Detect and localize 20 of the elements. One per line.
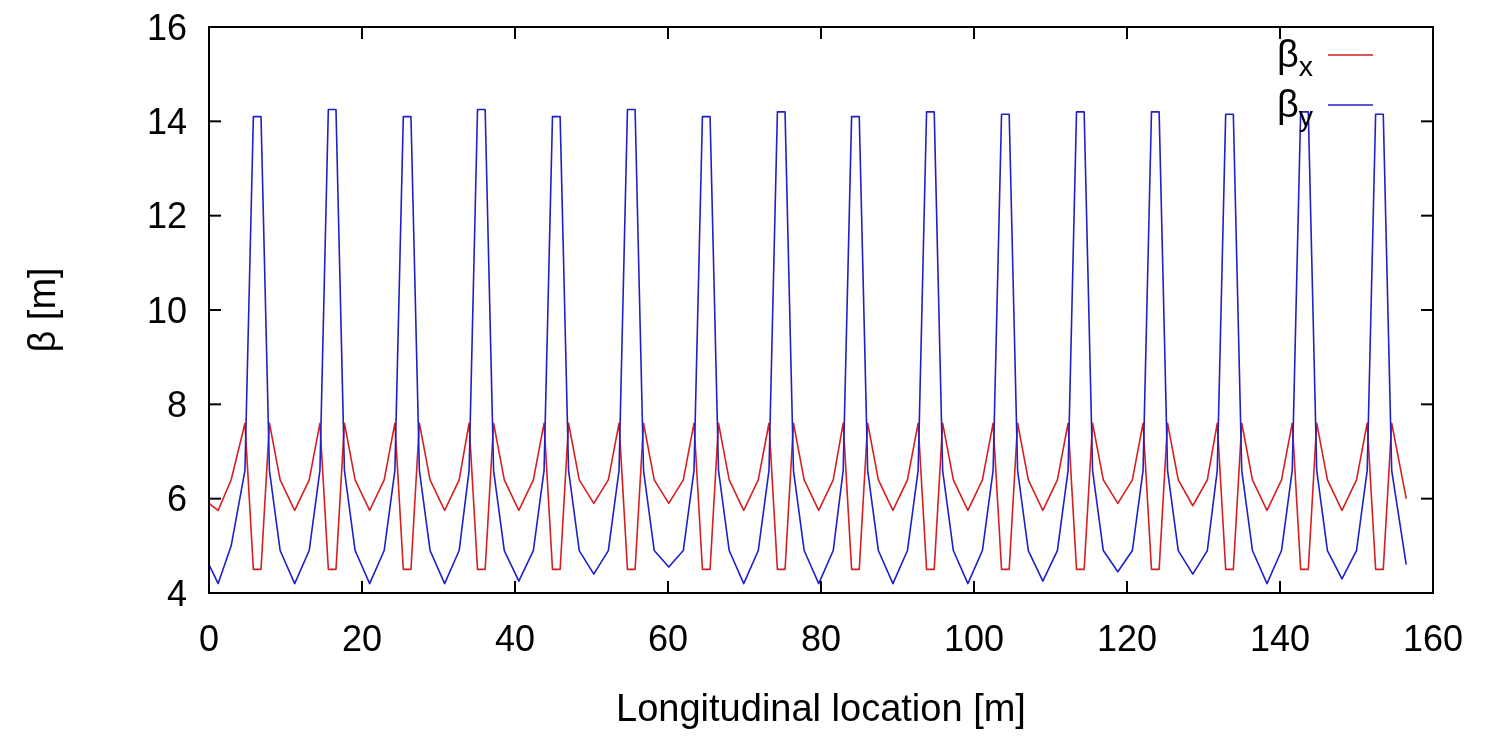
y-tick-label: 4 <box>166 572 187 614</box>
y-tick-label: 8 <box>166 383 187 425</box>
y-tick-label: 12 <box>146 195 187 237</box>
x-tick-label: 120 <box>1096 618 1158 659</box>
x-tick-label: 20 <box>341 618 383 659</box>
y-axis-title: β [m] <box>21 267 63 353</box>
x-tick-label: 100 <box>943 618 1005 659</box>
y-tick-label: 14 <box>146 100 187 142</box>
line-series <box>209 422 1408 571</box>
x-tick-label: 40 <box>494 618 536 659</box>
y-tick-label: 16 <box>146 6 187 48</box>
y-tick-label: 6 <box>166 478 187 520</box>
x-tick-label: 80 <box>800 618 842 659</box>
x-tick-label: 0 <box>198 618 220 659</box>
x-axis-title: Longitudinal location [m] <box>616 687 1026 729</box>
x-tick-label: 60 <box>647 618 689 659</box>
x-tick-label: 140 <box>1249 618 1311 659</box>
y-tick-label: 10 <box>146 289 187 331</box>
x-tick-label: 160 <box>1402 618 1464 659</box>
legend-label: β$_{x}$ <box>1276 33 1313 82</box>
